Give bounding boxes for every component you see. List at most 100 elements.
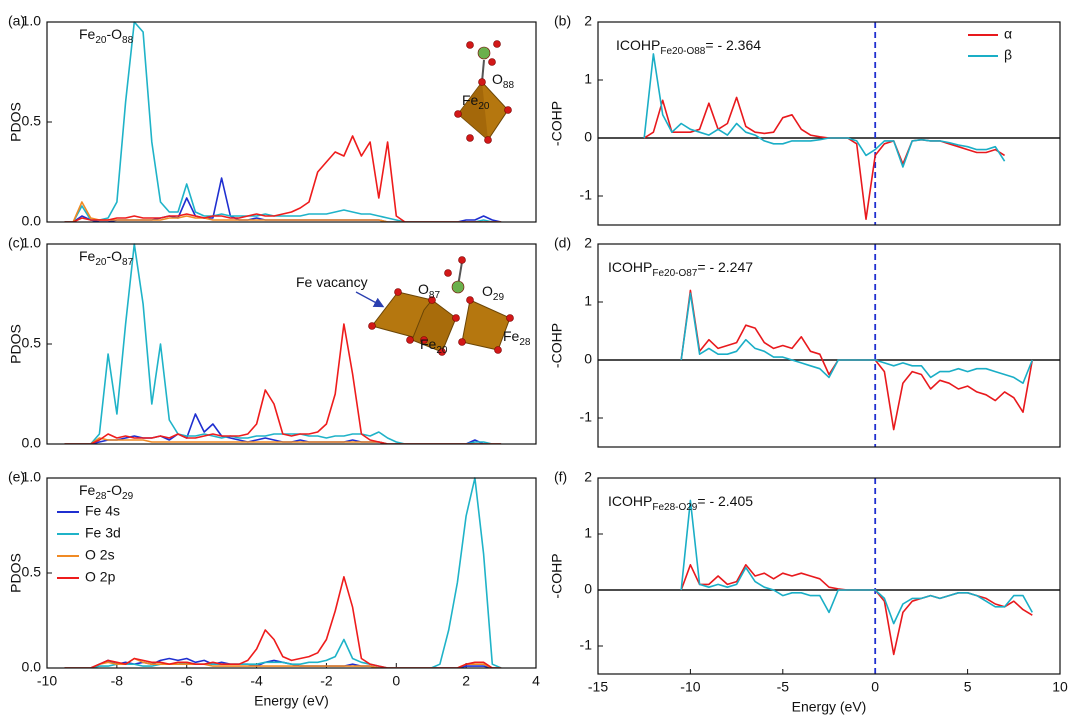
plot-frame (46, 21, 537, 223)
legend-label: α (1004, 26, 1012, 42)
inset-label: Fe20 (462, 92, 490, 112)
panel-label: (d) (554, 235, 571, 251)
series-line (64, 477, 502, 668)
y-axis-label: -COHP (549, 323, 565, 368)
x-tick-label: 4 (532, 673, 540, 689)
series-line (64, 437, 502, 444)
plot-frame (46, 477, 537, 669)
atom (466, 134, 474, 142)
annotation-part: 87 (122, 257, 134, 268)
atom (406, 336, 414, 344)
panel-label: (e) (8, 469, 25, 485)
y-tick-label: 0.5 (22, 564, 42, 580)
inset-label-part: 20 (478, 101, 490, 112)
y-tick-label: 0.0 (22, 435, 42, 451)
atom (438, 348, 446, 356)
inset-label-part: O (418, 281, 429, 297)
x-axis-label: Energy (eV) (254, 693, 329, 709)
annotation-part: 20 (95, 35, 107, 46)
y-tick-label: 1.0 (22, 235, 42, 251)
legend-label: Fe 4s (85, 503, 120, 519)
y-tick-label: 2 (584, 13, 592, 29)
atom (420, 336, 428, 344)
plot-frame (597, 243, 1061, 448)
annotation-part: 28 (95, 491, 107, 502)
annotation-part: -O (106, 26, 122, 42)
annotation-part: Fe (79, 482, 96, 498)
y-axis-label: PDOS (8, 553, 24, 593)
y-tick-label: -1 (580, 187, 593, 203)
x-tick-label: -4 (250, 673, 263, 689)
panel-label: (b) (554, 13, 571, 29)
x-tick-label: -6 (180, 673, 193, 689)
annotation-part: Fe (79, 26, 96, 42)
panel-label: (a) (8, 13, 25, 29)
y-tick-label: 1.0 (22, 13, 42, 29)
series-line (643, 53, 1006, 168)
plot-frame (46, 243, 537, 445)
atom (478, 78, 486, 86)
annotation-part: Fe (79, 248, 96, 264)
annotation-part: 20 (95, 257, 107, 268)
annotation-part: = - 2.405 (697, 493, 753, 509)
annotation-part: = - 2.364 (705, 37, 761, 53)
inset-label-part: Fe vacancy (296, 274, 368, 290)
annotation-part: = - 2.247 (697, 259, 753, 275)
inset-label-part: Fe (503, 328, 520, 344)
x-axis-label: Energy (eV) (792, 699, 867, 715)
annotation: ICOHPFe20-O88= - 2.364 (616, 37, 761, 57)
series-line (680, 292, 1034, 384)
inset-label: O87 (418, 281, 440, 301)
x-tick-label: 0 (392, 673, 400, 689)
atom (451, 280, 465, 294)
inset-label: O88 (492, 71, 514, 91)
arrow (355, 291, 385, 308)
y-tick-label: 0 (584, 581, 592, 597)
series-line (64, 21, 502, 222)
y-tick-label: 0 (584, 129, 592, 145)
series-line (64, 576, 502, 668)
atom (458, 256, 466, 264)
y-tick-label: 0.5 (22, 113, 42, 129)
legend-label: β (1004, 47, 1012, 63)
annotation-part: 88 (122, 35, 134, 46)
annotation: ICOHPFe28-O29= - 2.405 (608, 493, 753, 513)
inset-label: Fe vacancy (296, 274, 368, 290)
x-tick-label: -5 (777, 679, 790, 695)
y-axis-label: -COHP (549, 101, 565, 146)
inset-label-part: O (482, 283, 493, 299)
y-tick-label: -1 (580, 637, 593, 653)
y-tick-label: 0.5 (22, 335, 42, 351)
inset-label-part: Fe (420, 336, 437, 352)
atom (484, 136, 492, 144)
annotation-part: -O (106, 482, 122, 498)
x-tick-label: -2 (320, 673, 333, 689)
series-line (64, 201, 502, 222)
y-tick-label: 0.0 (22, 213, 42, 229)
annotation: Fe20-O88 (79, 26, 134, 46)
series-line (64, 135, 502, 222)
atom (504, 106, 512, 114)
annotation: Fe20-O87 (79, 248, 134, 268)
y-axis-label: PDOS (8, 102, 24, 142)
x-tick-label: -15 (588, 679, 608, 695)
y-axis-label: PDOS (8, 324, 24, 364)
y-tick-label: 1 (584, 293, 592, 309)
inset-label-part: 29 (493, 292, 505, 303)
x-tick-label: -10 (37, 673, 57, 689)
inset-label-part: Fe (462, 92, 479, 108)
panel-label: (f) (554, 469, 567, 485)
series-line (643, 96, 1006, 220)
legend-label: O 2p (85, 569, 116, 585)
series-line (64, 323, 502, 444)
annotation: Fe28-O29 (79, 482, 134, 502)
inset-label-part: 20 (436, 345, 448, 356)
inset-label: Fe20 (420, 336, 448, 356)
legend-label: Fe 3d (85, 525, 121, 541)
atom (452, 314, 460, 322)
x-tick-label: 2 (462, 673, 470, 689)
inset-label: O29 (482, 283, 504, 303)
annotation-part: Fe20-O88 (660, 46, 705, 57)
